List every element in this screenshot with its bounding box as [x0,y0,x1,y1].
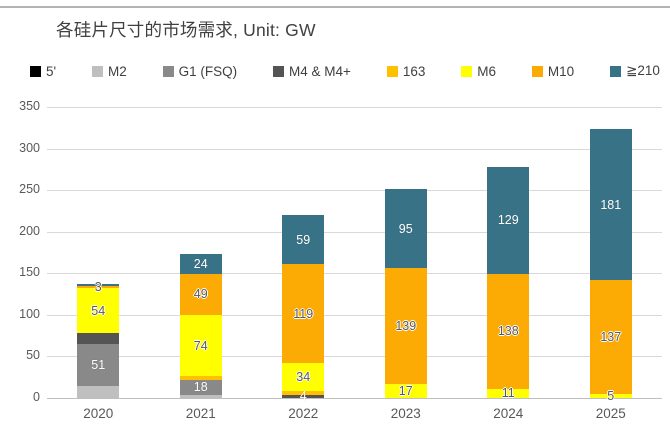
legend-label: ≧210 [626,63,660,78]
bar-segment [77,288,120,334]
legend-item: G1 (FSQ) [162,63,238,79]
bar-segment-value-label: 137 [600,329,622,344]
gridline [47,190,662,192]
bar-segment [282,215,325,265]
legend-item: M2 [91,63,127,79]
x-axis-tick-label: 2021 [185,406,216,421]
bar-segment [77,285,120,289]
bar-segment-value-label: 34 [296,370,311,385]
x-axis-tick-label: 2024 [493,406,524,421]
bar-segment [384,383,427,398]
bar-segment [179,394,222,398]
bar-segment-value-label: 138 [497,324,519,339]
bar-segment-value-label: 181 [600,197,622,212]
legend-swatch-icon [461,65,473,77]
bar-segment-value-label: 74 [193,338,208,353]
y-axis-tick-label: 300 [19,140,40,155]
legend-swatch-icon [386,65,398,77]
legend-swatch-icon [531,65,543,77]
y-axis-tick-label: 200 [19,223,40,238]
legend-item: ≧210 [610,63,660,79]
bar-segment-value-label: 139 [395,319,417,334]
gridline [47,356,662,358]
bar-segment-value-label: 18 [193,380,208,395]
legend-swatch-icon [30,65,41,77]
bar-segment-value-label: 11 [501,386,515,401]
legend-label: M4 & M4+ [289,63,351,79]
chart-legend: 5' M2 G1 (FSQ) M4 & M4+ 163 M6 M10 ≧210 [30,62,660,80]
bar-segment-value-label: 95 [398,221,413,236]
x-axis-tick-label: 2020 [83,406,114,421]
y-axis-tick-label: 50 [26,348,40,363]
bar-segment-value-label: 129 [497,213,519,228]
bar-segment-value-label: 4 [299,389,307,404]
top-divider [0,6,670,8]
bar-segment [589,393,632,398]
legend-label: 163 [402,63,426,79]
bar-segment [384,189,427,269]
bar-segment [282,264,325,364]
bar-segment [77,333,120,344]
y-axis-tick-label: 100 [19,306,40,321]
x-axis-tick-label: 2022 [288,406,319,421]
bar-segment [282,394,325,398]
bar-segment [589,129,632,280]
bar-segment [77,386,120,398]
bar-segment [282,363,325,392]
bar-segment [179,379,222,395]
bar-segment [77,284,120,286]
bar-segment [384,268,427,384]
legend-swatch-icon [162,65,174,77]
gridline [47,273,662,275]
gridline [47,314,662,316]
legend-swatch-icon [91,65,103,77]
x-axis-tick-label: 2023 [390,406,421,421]
y-axis-tick-label: 250 [19,182,40,197]
x-axis-line [47,398,662,399]
bar-segment-value-label: 5 [607,388,615,403]
y-axis-tick-label: 150 [19,265,40,280]
legend-label: M6 [477,63,497,79]
legend-label: 5' [46,63,57,79]
y-axis-tick-label: 350 [19,99,40,113]
bar-segment-value-label: 59 [296,232,311,247]
bar-segment-value-label: 119 [293,306,314,321]
bar-segment [282,391,325,395]
chart-title: 各硅片尺寸的市场需求, Unit: GW [56,20,316,40]
legend-swatch-icon [273,65,285,77]
legend-swatch-icon [610,65,622,77]
bar-segment [179,274,222,315]
bar-segment-value-label: 3 [94,280,102,294]
bar-segment [179,314,222,377]
bar-segment-value-label: 49 [193,287,208,302]
legend-label: M2 [107,63,127,79]
bar-segment-value-label: 24 [193,257,208,272]
x-axis-tick-label: 2025 [595,406,626,421]
bar-segment [589,279,632,394]
bar-segment [487,166,530,275]
bar-segment [487,274,530,389]
bar-segment [77,343,120,387]
gridline [47,231,662,233]
legend-item: M10 [531,63,575,79]
bar-segment [179,376,222,380]
legend-item: M6 [461,64,496,79]
bar-segment [179,254,222,275]
bar-segment [487,388,530,398]
legend-label: M10 [547,63,575,79]
gridline [47,148,662,150]
legend-item: 5' [30,64,56,79]
legend-item: 163 [386,63,426,79]
gridline [47,107,662,108]
legend-item: M4 & M4+ [273,64,351,79]
bar-segment-value-label: 54 [91,303,106,318]
legend-label: G1 (FSQ) [178,63,238,79]
bar-segment-value-label: 17 [398,383,413,398]
y-axis-tick-label: 0 [33,390,40,404]
bar-segment-value-label: 51 [91,358,106,373]
